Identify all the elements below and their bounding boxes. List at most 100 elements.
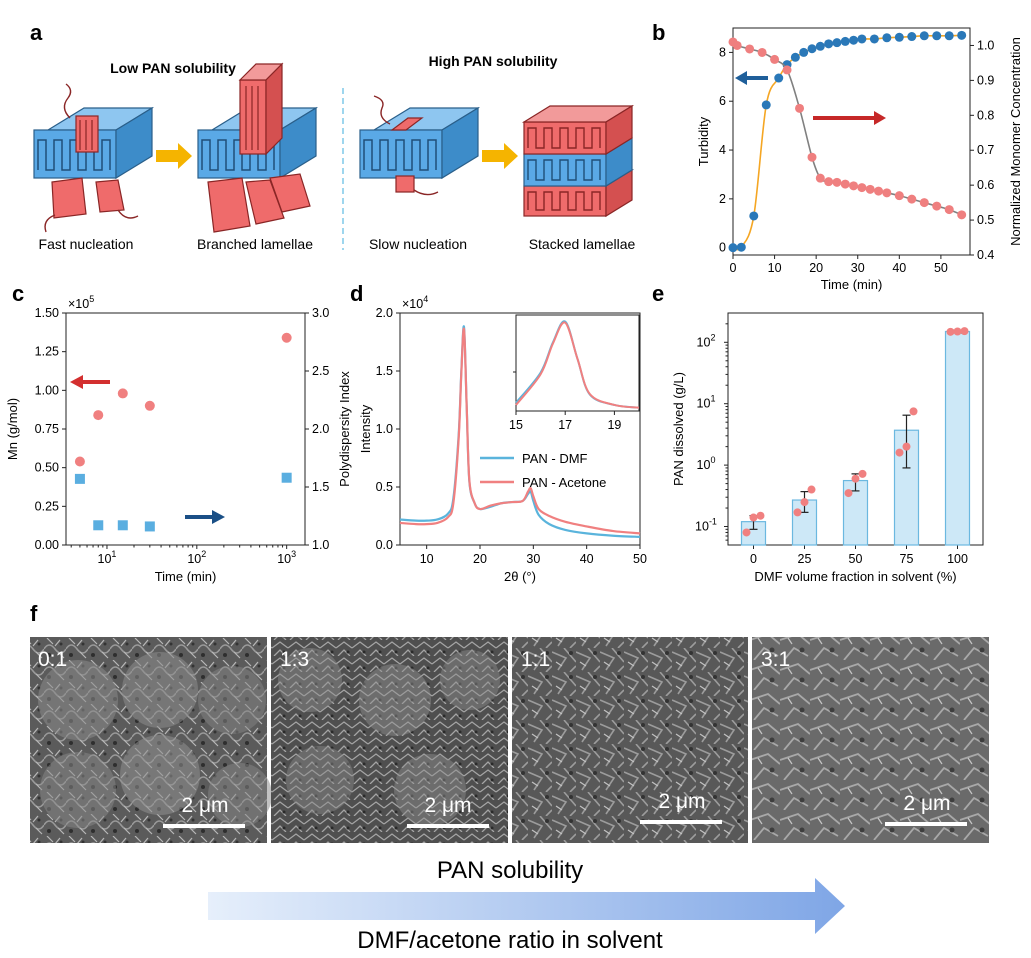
x-tick-label: 0 — [750, 552, 757, 566]
data-point — [774, 73, 784, 83]
data-point — [957, 210, 967, 220]
inset-x-tick-label: 19 — [607, 418, 621, 432]
x-tick-label: 10 — [768, 261, 782, 275]
y-tick-label: 1.25 — [35, 345, 59, 359]
inset-x-tick-label: 17 — [558, 418, 572, 432]
left-axis-arrow-icon — [735, 71, 768, 85]
y2-axis-label: Normalized Monomer Concentration — [1008, 37, 1023, 246]
data-point — [807, 152, 817, 162]
data-point — [894, 191, 904, 201]
y-tick-label: 0.00 — [35, 538, 59, 552]
x-tick-label: 30 — [851, 261, 865, 275]
stacked-lamellae-scheme — [521, 104, 635, 218]
y2-tick-label: 0.7 — [977, 143, 994, 157]
data-point — [93, 520, 104, 531]
y2-axis-label: Polydispersity Index — [337, 371, 352, 487]
data-point — [907, 32, 917, 42]
data-point — [799, 47, 809, 57]
data-point — [117, 520, 128, 531]
y-tick-label: 100 — [697, 455, 716, 472]
data-point — [793, 508, 802, 517]
y-tick-label: 4 — [719, 143, 726, 157]
data-point — [757, 47, 767, 57]
y-tick-label: 10-1 — [695, 517, 717, 534]
solubility-title: PAN solubility — [437, 857, 583, 884]
series-line-0 — [732, 34, 962, 251]
y2-tick-label: 1.0 — [312, 538, 329, 552]
data-point — [807, 485, 816, 494]
y-tick-label: 1.0 — [376, 422, 393, 436]
x-axis-label: Time (min) — [821, 277, 883, 292]
data-point — [795, 103, 805, 113]
plot-d: 10 20 30 40 50 0.0 0.5 1.0 1.5 2.0 ×104 2θ (°) Inten… — [358, 294, 647, 584]
x-tick-label: 10 — [420, 552, 434, 566]
panel-d: d 10 20 30 40 50 0.0 0.5 1.0 1.5 2.0 ×104 2θ (°) Int… — [350, 281, 647, 584]
plot-e: 10-1 100 101 102 0 25 50 75 100 DMF volume fracti… — [671, 312, 984, 584]
data-point — [742, 528, 751, 537]
right-axis-arrow-icon — [813, 111, 886, 125]
data-point — [800, 498, 809, 507]
data-point — [840, 36, 850, 46]
y-tick-label: 1.50 — [35, 306, 59, 320]
y-tick-label: 6 — [719, 94, 726, 108]
caption-branched-lamellae: Branched lamellae — [197, 236, 313, 252]
x-tick-label: 20 — [809, 261, 823, 275]
x-tick-label: 20 — [473, 552, 487, 566]
scale-bar — [640, 820, 722, 824]
sem-image-4: 3:1 2 μm — [752, 637, 989, 843]
data-point — [902, 442, 911, 451]
scale-bar-label: 2 μm — [658, 790, 705, 813]
exponent-label: ×105 — [68, 294, 94, 311]
x-tick-label: 25 — [798, 552, 812, 566]
data-point — [909, 407, 918, 416]
y2-tick-label: 0.8 — [977, 108, 994, 122]
data-point — [894, 32, 904, 42]
data-point — [960, 327, 969, 336]
data-point — [907, 194, 917, 204]
sem-image-3: 1:1 2 μm — [512, 637, 748, 843]
data-point — [807, 44, 817, 54]
data-point — [749, 513, 758, 522]
y-tick-label: 1.00 — [35, 383, 59, 397]
y-tick-label: 1.5 — [376, 364, 393, 378]
data-point — [815, 173, 825, 183]
arrow-right-icon — [482, 143, 518, 169]
data-point — [932, 31, 942, 41]
x-tick-label: 50 — [849, 552, 863, 566]
data-point — [790, 52, 800, 62]
x-tick-label: 30 — [526, 552, 540, 566]
right-axis-arrow-icon — [185, 510, 225, 524]
caption-stacked-lamellae: Stacked lamellae — [529, 236, 636, 252]
data-point — [281, 472, 292, 483]
data-point — [74, 473, 85, 484]
data-point — [957, 30, 967, 40]
x-axis-label: DMF volume fraction in solvent (%) — [754, 569, 956, 584]
y2-tick-label: 1.0 — [977, 38, 994, 52]
x-tick-label: 101 — [98, 549, 117, 566]
y2-tick-label: 2.5 — [312, 364, 329, 378]
inset-x-tick-label: 15 — [509, 418, 523, 432]
x-tick-label: 102 — [187, 549, 206, 566]
arrow-right-icon — [156, 143, 192, 169]
data-point — [944, 205, 954, 215]
bar — [944, 330, 971, 546]
caption-fast-nucleation: Fast nucleation — [39, 236, 134, 252]
data-point — [944, 31, 954, 41]
high-solubility-title: High PAN solubility — [429, 53, 558, 69]
panel-a: a Low PAN solubility High PAN solubility — [30, 20, 636, 252]
caption-slow-nucleation: Slow nucleation — [369, 236, 467, 252]
y-tick-label: 0.25 — [35, 499, 59, 513]
scale-bar-label: 2 μm — [903, 792, 950, 815]
plot-c: 101 102 103 0.00 0.25 0.50 0.75 1.00 1.25 1.50 1.0… — [5, 294, 352, 584]
data-point — [117, 388, 128, 399]
data-point — [932, 201, 942, 211]
data-point — [824, 39, 834, 49]
x-tick-label: 103 — [277, 549, 296, 566]
x-tick-label: 100 — [947, 552, 968, 566]
y-axis-label: Intensity — [358, 404, 373, 453]
y-tick-label: 0.50 — [35, 461, 59, 475]
data-point — [782, 65, 792, 75]
data-point — [840, 179, 850, 189]
data-point — [815, 41, 825, 51]
data-point — [849, 181, 859, 191]
